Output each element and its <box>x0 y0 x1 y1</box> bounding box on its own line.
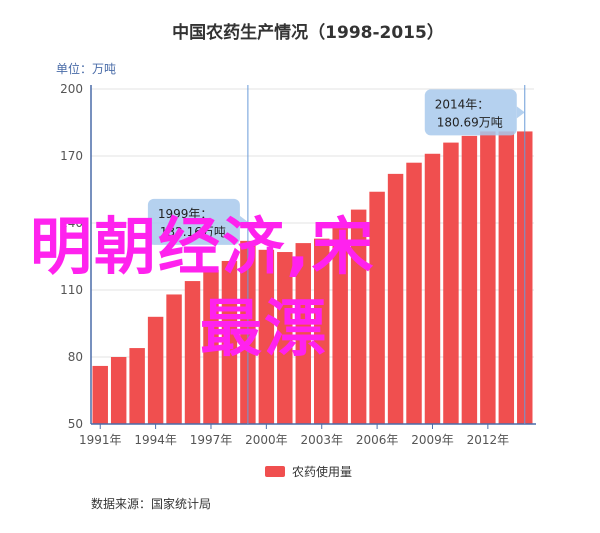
tooltip-value: 180.69万吨 <box>437 115 503 129</box>
bar[interactable] <box>221 260 238 424</box>
overlay-caption-line2: 最漂 <box>200 292 329 365</box>
bar[interactable] <box>129 348 145 424</box>
bar[interactable] <box>369 191 385 424</box>
bar[interactable] <box>424 153 441 424</box>
tooltip-pointer <box>516 106 525 119</box>
bar[interactable] <box>314 238 330 424</box>
bar[interactable] <box>498 131 515 424</box>
bar[interactable] <box>461 135 478 424</box>
bar[interactable] <box>332 225 348 424</box>
bar[interactable] <box>387 173 404 424</box>
y-tick-label: 50 <box>68 417 83 431</box>
grid-lines: 50 80 110 140 170 200 <box>60 82 534 431</box>
x-tick-label: 2009年 <box>411 433 454 447</box>
tooltips: 1999年： 132.16万吨 2014年： 180.69万吨 <box>147 89 525 245</box>
x-tick-label: 1994年 <box>134 433 177 447</box>
bar[interactable] <box>277 252 293 424</box>
y-tick-label: 110 <box>60 283 83 297</box>
tooltip-pointer <box>239 215 248 228</box>
x-tick-label: 2006年 <box>356 433 399 447</box>
bar[interactable] <box>92 365 108 424</box>
x-tick-label: 1991年 <box>79 433 122 447</box>
chart-title: 中国农药生产情况（1998-2015） <box>172 22 444 43</box>
bar[interactable] <box>110 357 127 424</box>
x-tick-label: 1997年 <box>190 433 233 447</box>
axes: 1991年 1994年 1997年 2000年 2003年 2006年 2009年 2012年 <box>79 85 536 447</box>
bar[interactable] <box>184 281 201 424</box>
bar[interactable] <box>258 249 275 424</box>
source-note: 数据来源：国家统计局 <box>91 496 211 511</box>
y-tick-label: 200 <box>60 82 83 96</box>
bar[interactable] <box>166 294 182 424</box>
crosshairs <box>247 85 526 424</box>
bar[interactable] <box>203 269 219 424</box>
bar[interactable] <box>295 243 311 424</box>
tooltip-label: 1999年： <box>158 207 213 221</box>
x-tick-label: 2003年 <box>300 433 343 447</box>
y-tick-label: 140 <box>60 216 83 230</box>
bar[interactable] <box>480 131 496 424</box>
y-tick-label: 80 <box>68 350 83 364</box>
overlay-caption-line1: 明朝经济,宋 <box>30 210 376 283</box>
legend[interactable]: 农药使用量 <box>265 464 352 479</box>
x-tick-label: 2012年 <box>467 433 510 447</box>
x-tick-label: 2000年 <box>245 433 288 447</box>
bar[interactable] <box>147 316 164 424</box>
tooltip-box <box>147 198 240 245</box>
legend-label: 农药使用量 <box>292 464 352 479</box>
legend-swatch <box>265 466 285 477</box>
bar[interactable] <box>350 209 367 424</box>
y-unit-label: 单位：万吨 <box>56 61 116 76</box>
tooltip-value: 132.16万吨 <box>160 225 226 239</box>
bar[interactable] <box>406 162 422 424</box>
bar-series[interactable] <box>92 131 533 424</box>
tooltip-box <box>424 89 517 136</box>
tooltip-label: 2014年： <box>435 97 490 111</box>
bar[interactable] <box>443 142 459 424</box>
y-tick-label: 170 <box>60 149 83 163</box>
